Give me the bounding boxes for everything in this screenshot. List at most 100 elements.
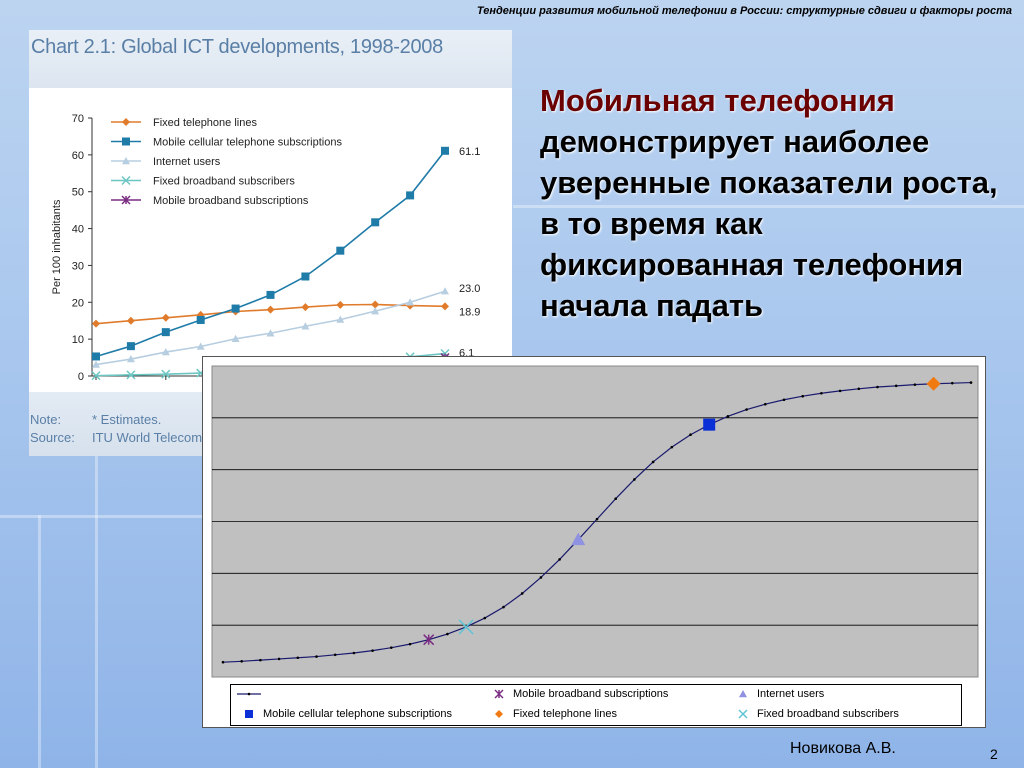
right-curve-point — [539, 576, 543, 579]
right-legend-item: Fixed telephone lines — [485, 708, 617, 720]
left-end-label: 23.0 — [459, 283, 480, 295]
note-text: * Estimates. — [92, 412, 162, 427]
right-legend-item: Fixed broadband subscribers — [729, 708, 899, 720]
legend-marker-shape — [739, 690, 747, 698]
headline: Мобильная телефония демонстрирует наибол… — [540, 80, 1010, 326]
left-y-tick-label: 60 — [72, 150, 84, 162]
left-chart-title: Chart 2.1: Global ICT developments, 1998… — [31, 36, 443, 58]
legend-marker-shape — [738, 709, 748, 719]
left-data-point — [266, 290, 275, 299]
left-legend-label: Mobile cellular telephone subscriptions — [153, 137, 342, 149]
right-curve-point — [857, 387, 861, 391]
left-y-tick-label: 0 — [78, 371, 84, 383]
left-y-tick-label: 50 — [72, 187, 84, 199]
right-stage-marker — [926, 376, 941, 391]
right-curve-point — [352, 651, 356, 655]
right-legend-marker — [245, 710, 253, 719]
right-legend-label: Mobile broadband subscriptions — [513, 688, 669, 700]
right-legend-marker — [739, 690, 747, 698]
right-curve-point — [333, 653, 337, 657]
right-curve-point — [371, 649, 374, 652]
left-legend-marker — [121, 195, 131, 205]
right-legend-label: Fixed telephone lines — [513, 708, 617, 720]
author-name: Новикова А.В. — [790, 740, 896, 757]
right-curve-point — [969, 381, 973, 384]
left-data-point — [406, 298, 415, 306]
left-data-point — [126, 316, 135, 325]
right-curve-point — [277, 657, 281, 661]
right-curve-point — [689, 433, 692, 437]
right-legend-item: Internet users — [729, 688, 824, 700]
left-data-point — [161, 328, 170, 337]
left-legend-label: Internet users — [153, 156, 221, 168]
right-stage-marker — [458, 619, 474, 635]
left-y-tick-label: 70 — [72, 113, 84, 125]
note-label: Note: — [30, 412, 62, 427]
background-stripe — [513, 205, 1024, 208]
right-curve-point — [726, 415, 730, 418]
right-legend-marker — [237, 692, 261, 696]
left-data-point — [336, 300, 345, 309]
left-data-point — [371, 300, 380, 309]
right-legend-item: Mobile cellular telephone subscriptions — [235, 708, 452, 720]
right-curve-point — [782, 398, 786, 402]
right-curve-point — [595, 517, 599, 521]
right-legend-item — [235, 688, 263, 700]
left-data-point — [441, 302, 449, 311]
left-data-point — [92, 319, 100, 328]
left-legend-marker — [122, 118, 130, 126]
left-legend-label: Fixed broadband subscribers — [153, 176, 295, 188]
right-curve-point — [520, 592, 524, 595]
left-data-point — [126, 355, 135, 363]
left-data-point — [126, 342, 135, 351]
left-data-point — [161, 348, 170, 356]
right-curve-point — [838, 389, 842, 393]
left-data-point — [91, 371, 101, 381]
left-data-point — [92, 360, 100, 368]
right-legend-item: Mobile broadband subscriptions — [485, 688, 668, 700]
left-data-point — [301, 272, 310, 281]
right-curve-point — [390, 646, 393, 649]
right-curve-point — [876, 385, 879, 389]
left-legend-marker — [122, 157, 130, 165]
right-stage-marker-b — [458, 619, 474, 635]
right-curve-point — [614, 497, 617, 500]
right-curve-point — [315, 655, 318, 658]
right-curve-point — [296, 656, 300, 660]
right-curve-point — [801, 394, 804, 398]
left-data-point — [266, 305, 275, 314]
left-data-point-b — [161, 369, 171, 379]
right-chart-panel: Mobile broadband subscriptions Internet u… — [202, 356, 986, 728]
right-curve-point — [820, 391, 823, 395]
left-y-tick-label: 20 — [72, 297, 84, 309]
left-data-point — [92, 352, 100, 361]
left-legend-marker — [121, 175, 131, 186]
left-data-point — [441, 287, 449, 295]
legend-marker-shape — [494, 689, 504, 699]
left-end-label: 61.1 — [459, 146, 480, 158]
right-legend-label: Fixed broadband subscribers — [757, 708, 899, 720]
background-stripe — [95, 455, 98, 768]
legend-marker-shape — [245, 710, 253, 719]
legend-marker-shape — [495, 710, 503, 719]
right-curve-point — [764, 402, 767, 406]
left-y-tick-label: 40 — [72, 224, 84, 236]
right-curve-point — [670, 445, 674, 449]
left-data-point — [336, 315, 345, 323]
page-number: 2 — [990, 746, 998, 762]
left-data-point — [441, 146, 449, 155]
left-data-point — [196, 315, 205, 324]
left-data-point — [126, 370, 136, 380]
background-stripe — [0, 515, 202, 518]
right-curve-point — [221, 660, 225, 664]
right-legend-label: Mobile cellular telephone subscriptions — [263, 708, 452, 720]
right-curve-point — [894, 384, 898, 388]
left-y-tick-label: 30 — [72, 260, 84, 272]
right-curve-point — [633, 478, 636, 481]
right-curve-point — [408, 642, 412, 646]
left-data-point — [406, 191, 415, 200]
headline-rest: демонстрирует наиболее уверенные показат… — [540, 124, 998, 323]
right-chart-legend: Mobile broadband subscriptions Internet u… — [230, 684, 962, 726]
right-legend-marker — [738, 709, 748, 719]
right-curve-point — [502, 605, 505, 609]
